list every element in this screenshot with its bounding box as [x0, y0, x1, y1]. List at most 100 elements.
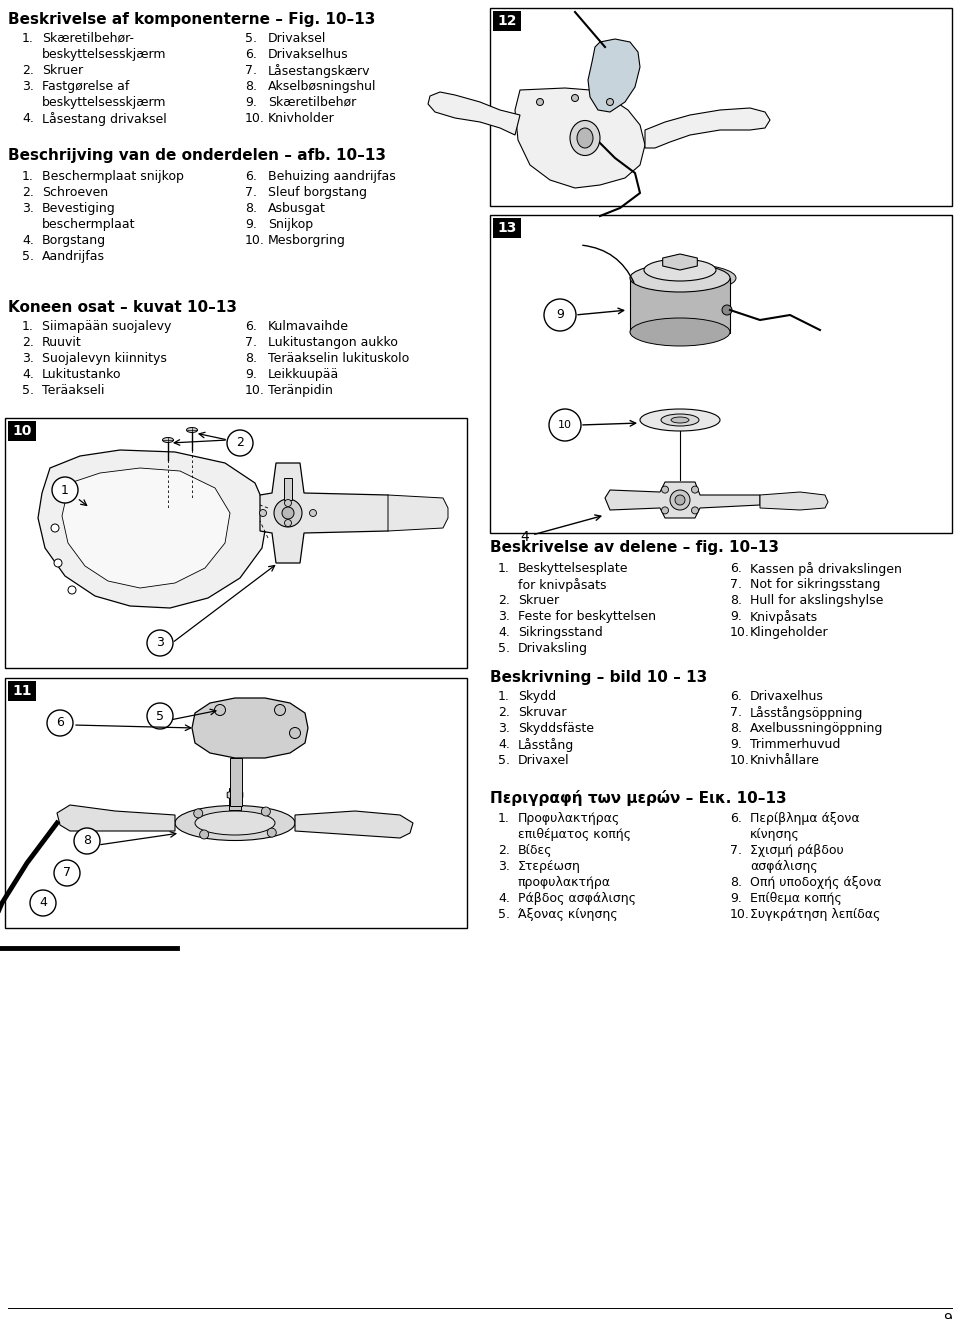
Text: Drivaksling: Drivaksling: [518, 642, 588, 656]
Text: 10.: 10.: [245, 384, 265, 397]
Text: Schroeven: Schroeven: [42, 186, 108, 199]
Text: Βίδες: Βίδες: [518, 844, 553, 857]
Circle shape: [51, 524, 59, 532]
Text: Kulmavaihde: Kulmavaihde: [268, 321, 349, 332]
Text: 11: 11: [12, 685, 32, 698]
Bar: [5, 418, 467, 667]
Circle shape: [52, 477, 78, 503]
Text: Drivaxel: Drivaxel: [518, 754, 569, 768]
Text: 2.: 2.: [498, 706, 510, 719]
Circle shape: [284, 520, 292, 526]
Bar: [630, 278, 730, 332]
Text: 3.: 3.: [498, 721, 510, 735]
Ellipse shape: [644, 259, 716, 281]
Circle shape: [571, 95, 579, 102]
Bar: [284, 477, 292, 500]
Circle shape: [147, 703, 173, 729]
Circle shape: [661, 487, 668, 493]
Text: 4.: 4.: [22, 368, 34, 381]
Circle shape: [267, 828, 276, 838]
Text: Skruer: Skruer: [518, 594, 559, 607]
Text: Beschrijving van de onderdelen – afb. 10–13: Beschrijving van de onderdelen – afb. 10…: [8, 148, 386, 164]
Text: Klingeholder: Klingeholder: [750, 627, 828, 638]
Text: Teräakselin lukituskolo: Teräakselin lukituskolo: [268, 352, 409, 365]
Text: 10.: 10.: [245, 233, 265, 247]
Text: 4.: 4.: [498, 739, 510, 751]
Text: 9.: 9.: [730, 609, 742, 623]
Polygon shape: [662, 255, 697, 270]
Text: 9.: 9.: [245, 368, 257, 381]
Circle shape: [54, 559, 62, 567]
Text: 4.: 4.: [22, 233, 34, 247]
Text: Borgstang: Borgstang: [42, 233, 107, 247]
Text: Behuizing aandrijfas: Behuizing aandrijfas: [268, 170, 396, 183]
Text: 5.: 5.: [498, 754, 510, 768]
Text: 4.: 4.: [498, 627, 510, 638]
Text: 1.: 1.: [498, 813, 510, 824]
Bar: [230, 758, 242, 806]
Text: Επίθεμα κοπής: Επίθεμα κοπής: [750, 892, 842, 905]
Text: Περίβλημα άξονα: Περίβλημα άξονα: [750, 813, 859, 824]
Text: 3.: 3.: [22, 80, 34, 94]
Text: Skæretilbehør-: Skæretilbehør-: [42, 32, 134, 45]
Text: 6.: 6.: [245, 321, 257, 332]
Text: Drivaxelhus: Drivaxelhus: [750, 690, 824, 703]
Text: Sleuf borgstang: Sleuf borgstang: [268, 186, 367, 199]
Text: 1.: 1.: [22, 170, 34, 183]
Ellipse shape: [640, 409, 720, 431]
Polygon shape: [192, 698, 308, 758]
Ellipse shape: [570, 120, 600, 156]
Text: 13: 13: [497, 222, 516, 235]
Text: Στερέωση: Στερέωση: [518, 860, 581, 873]
Polygon shape: [62, 468, 230, 588]
Text: 5.: 5.: [22, 251, 34, 262]
Circle shape: [537, 99, 543, 106]
Polygon shape: [605, 481, 760, 518]
Text: Προφυλακτήρας: Προφυλακτήρας: [518, 813, 620, 824]
Ellipse shape: [632, 264, 736, 291]
Polygon shape: [295, 811, 413, 838]
Circle shape: [691, 506, 699, 514]
Text: Drivaksel: Drivaksel: [268, 32, 326, 45]
Text: Σχισμή ράβδου: Σχισμή ράβδου: [750, 844, 844, 857]
Circle shape: [290, 728, 300, 739]
Text: προφυλακτήρα: προφυλακτήρα: [518, 876, 611, 889]
Text: Skruer: Skruer: [42, 65, 84, 77]
Text: Snijkop: Snijkop: [268, 218, 313, 231]
Text: Sikringsstand: Sikringsstand: [518, 627, 603, 638]
Text: Beschermplaat snijkop: Beschermplaat snijkop: [42, 170, 184, 183]
Text: Fastgørelse af: Fastgørelse af: [42, 80, 130, 94]
Text: 4.: 4.: [498, 892, 510, 905]
Text: Lukitustanko: Lukitustanko: [42, 368, 122, 381]
Text: Συγκράτηση λεπίδας: Συγκράτηση λεπίδας: [750, 907, 880, 921]
Ellipse shape: [577, 128, 593, 148]
Text: 9.: 9.: [245, 218, 257, 231]
Polygon shape: [645, 108, 770, 148]
Circle shape: [544, 299, 576, 331]
Ellipse shape: [195, 811, 275, 835]
Text: Axelbussningöppning: Axelbussningöppning: [750, 721, 883, 735]
Text: 3: 3: [156, 637, 164, 649]
Text: 3.: 3.: [498, 860, 510, 873]
Text: Skruvar: Skruvar: [518, 706, 566, 719]
Circle shape: [309, 509, 317, 517]
Ellipse shape: [671, 417, 689, 423]
Text: Άξονας κίνησης: Άξονας κίνησης: [518, 907, 617, 921]
Text: Trimmerhuvud: Trimmerhuvud: [750, 739, 840, 751]
Text: 8.: 8.: [245, 80, 257, 94]
Text: 1.: 1.: [498, 690, 510, 703]
Text: 9: 9: [943, 1312, 952, 1319]
Text: 7: 7: [63, 867, 71, 880]
Text: 10: 10: [12, 423, 32, 438]
Text: 6.: 6.: [730, 813, 742, 824]
Text: Beskrivelse af komponenterne – Fig. 10–13: Beskrivelse af komponenterne – Fig. 10–1…: [8, 12, 375, 26]
Circle shape: [670, 489, 690, 510]
Ellipse shape: [630, 264, 730, 291]
Text: Låsstångsöppning: Låsstångsöppning: [750, 706, 863, 720]
Text: 10.: 10.: [245, 112, 265, 125]
Text: Feste for beskyttelsen: Feste for beskyttelsen: [518, 609, 656, 623]
Text: 5.: 5.: [498, 907, 510, 921]
Text: κίνησης: κίνησης: [750, 828, 800, 842]
Circle shape: [259, 509, 267, 517]
Bar: [490, 215, 952, 533]
